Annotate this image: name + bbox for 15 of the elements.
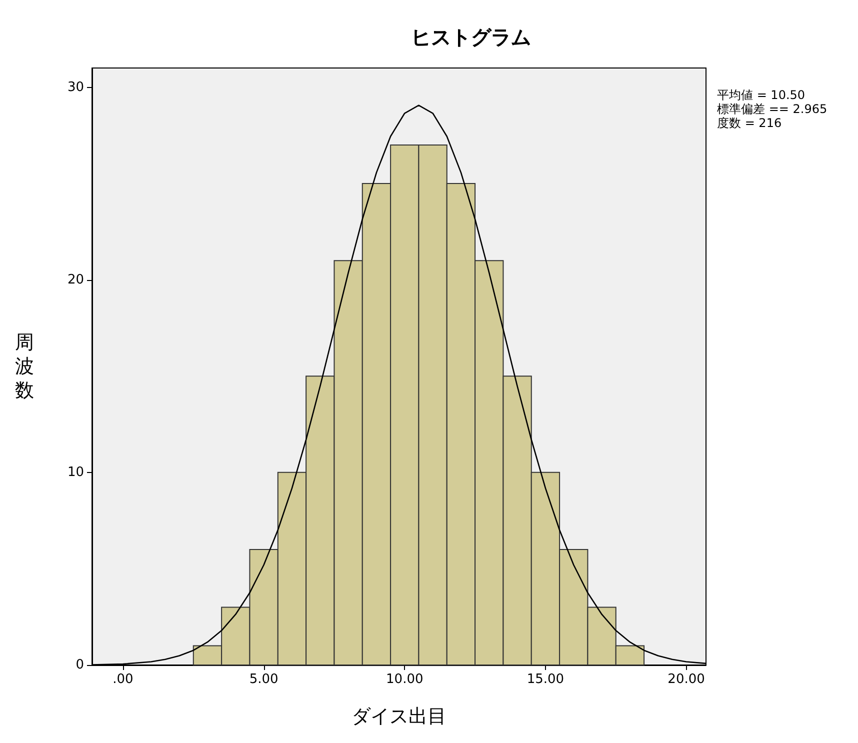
y-tick-label: 0 xyxy=(76,658,84,672)
text: 標準偏差 == 2.965 xyxy=(717,102,828,116)
x-tick-label: 20.00 xyxy=(668,672,705,687)
x-tick-label: 15.00 xyxy=(526,672,564,687)
y-tick-label: 10 xyxy=(67,464,84,480)
y-tick-label: 20 xyxy=(67,272,84,288)
chart-title: ヒストグラム xyxy=(411,25,531,49)
y-tick-label: 30 xyxy=(67,80,84,95)
x-tick-label: 5.00 xyxy=(249,672,278,687)
x-tick-label: .00 xyxy=(112,672,134,687)
x-axis-title: ダイス出目 xyxy=(352,706,446,728)
y-axis-title: 周波数 xyxy=(15,332,34,402)
text: 平均値 = 10.50 xyxy=(717,88,806,102)
text: 度数 = 216 xyxy=(717,116,782,130)
x-tick-label: 10.00 xyxy=(386,672,424,687)
